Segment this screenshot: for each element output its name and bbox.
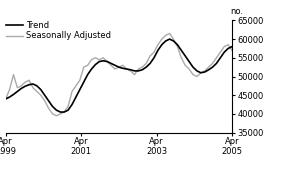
Legend: Trend, Seasonally Adjusted: Trend, Seasonally Adjusted — [7, 21, 112, 40]
Seasonally Adjusted — [39, 94, 42, 96]
Seasonally Adjusted — [12, 74, 15, 76]
Y-axis label: no.: no. — [230, 7, 243, 16]
Trend — [39, 89, 42, 91]
Trend — [12, 94, 15, 96]
Seasonally Adjusted — [67, 105, 70, 107]
Line: Trend: Trend — [6, 39, 232, 112]
Seasonally Adjusted — [176, 46, 179, 48]
Trend — [4, 98, 7, 100]
Trend — [67, 109, 70, 111]
Trend — [27, 84, 31, 86]
Trend — [59, 111, 62, 113]
Trend — [168, 38, 171, 40]
Seasonally Adjusted — [125, 68, 128, 70]
Trend — [176, 44, 179, 46]
Seasonally Adjusted — [27, 79, 31, 81]
Seasonally Adjusted — [168, 32, 171, 35]
Seasonally Adjusted — [230, 49, 234, 51]
Trend — [230, 46, 234, 48]
Line: Seasonally Adjusted: Seasonally Adjusted — [6, 33, 232, 116]
Seasonally Adjusted — [55, 115, 58, 117]
Seasonally Adjusted — [4, 98, 7, 100]
Trend — [125, 68, 128, 70]
